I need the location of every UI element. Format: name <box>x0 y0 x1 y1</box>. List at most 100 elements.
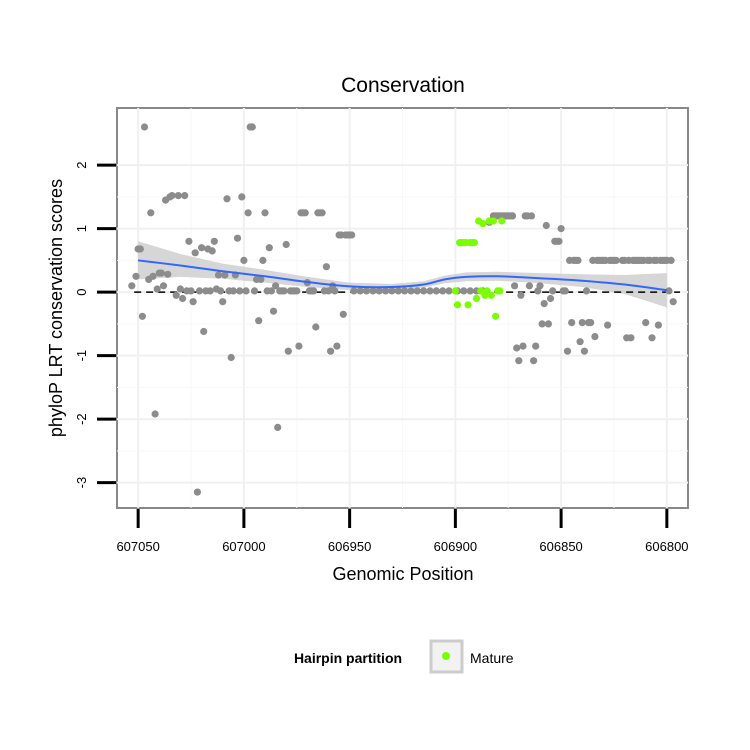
y-tick-label-4: -2 <box>74 413 89 425</box>
hairpin-point-144 <box>532 342 540 350</box>
hairpin-point-30 <box>198 244 206 252</box>
hairpin-point-152 <box>549 287 557 295</box>
hairpin-point-164 <box>574 256 582 264</box>
hairpin-point-50 <box>240 256 248 264</box>
hairpin-point-64 <box>269 307 278 315</box>
hairpin-point-62 <box>265 244 273 252</box>
hairpin-point-167 <box>580 347 589 355</box>
y-axis: 2 1 0 -1 -2 -3 <box>74 162 116 488</box>
hairpin-point-89 <box>322 263 330 271</box>
hairpin-point-70 <box>282 240 290 249</box>
hairpin-point-59 <box>259 256 267 264</box>
hairpin-point-5 <box>140 123 149 131</box>
y-tick-label-1: 1 <box>74 225 89 232</box>
hairpin-point-49 <box>238 193 246 201</box>
hairpin-point-109 <box>394 287 402 295</box>
mature-point-18 <box>489 217 497 225</box>
hairpin-point-159 <box>563 347 572 355</box>
hairpin-point-207 <box>669 298 677 306</box>
hairpin-point-41 <box>221 271 229 279</box>
hairpin-point-102 <box>350 287 358 295</box>
smooth-fit-line <box>137 259 668 292</box>
hairpin-point-114 <box>426 287 434 295</box>
hairpin-point-63 <box>267 287 275 295</box>
hairpin-point-116 <box>439 287 447 295</box>
hairpin-point-158 <box>561 287 569 295</box>
hairpin-point-112 <box>413 287 421 295</box>
hairpin-point-29 <box>195 287 204 295</box>
hairpin-point-69 <box>280 287 288 295</box>
hairpin-point-58 <box>257 275 265 283</box>
hairpin-point-45 <box>229 287 237 295</box>
mature-point-10 <box>472 294 481 303</box>
hairpin-point-187 <box>627 334 635 342</box>
hairpin-point-65 <box>272 282 280 290</box>
hairpin-point-149 <box>542 221 550 230</box>
hairpin-point-57 <box>255 317 263 325</box>
hairpin-point-106 <box>375 287 383 295</box>
hairpin-point-79 <box>301 209 309 217</box>
hairpin-point-21 <box>179 294 187 303</box>
hairpin-point-42 <box>223 195 231 203</box>
hairpin-point-115 <box>432 287 440 295</box>
legend-title: Hairpin partition <box>294 650 402 666</box>
hairpin-point-76 <box>295 342 303 350</box>
hairpin-point-104 <box>362 287 371 295</box>
hairpin-point-47 <box>233 234 242 242</box>
hairpin-point-31 <box>200 327 208 336</box>
x-tick-label-5: 606800 <box>645 539 688 554</box>
hairpin-point-117 <box>445 287 453 295</box>
hairpin-point-52 <box>244 209 252 217</box>
hairpin-point-142 <box>527 212 536 220</box>
hairpin-point-13 <box>159 282 168 290</box>
hairpin-point-27 <box>191 249 199 257</box>
hairpin-point-48 <box>236 287 244 295</box>
hairpin-point-91 <box>327 347 335 355</box>
hairpin-point-200 <box>654 321 663 329</box>
mature-point-12 <box>477 287 485 295</box>
hairpin-point-1 <box>132 272 140 280</box>
hairpin-point-51 <box>242 287 250 295</box>
legend: Hairpin partition Mature <box>294 639 514 674</box>
hairpin-point-103 <box>356 287 364 295</box>
hairpin-point-155 <box>555 237 563 245</box>
hairpin-point-55 <box>250 287 259 295</box>
mature-point-1 <box>453 301 462 309</box>
hairpin-point-35 <box>208 247 216 255</box>
hairpin-point-110 <box>401 287 409 295</box>
x-axis: 607050 607000 606950 606900 606850 606800 <box>116 509 689 554</box>
hairpin-point-83 <box>310 287 318 295</box>
hairpin-point-120 <box>466 287 474 295</box>
chart-title: Conservation <box>341 74 465 97</box>
hairpin-point-138 <box>519 342 527 350</box>
hairpin-point-101 <box>348 231 356 239</box>
grid-lines <box>117 108 688 508</box>
hairpin-point-39 <box>217 287 225 295</box>
legend-marker-mature <box>442 652 450 660</box>
hairpin-point-26 <box>189 298 197 306</box>
legend-label-mature: Mature <box>470 650 514 666</box>
hairpin-point-146 <box>536 282 544 290</box>
hairpin-point-151 <box>546 294 555 303</box>
hairpin-point-107 <box>382 287 390 295</box>
hairpin-point-182 <box>612 256 620 264</box>
hairpin-point-206 <box>667 256 675 264</box>
hairpin-point-18 <box>172 291 180 299</box>
hairpin-point-137 <box>517 291 525 299</box>
y-tick-label-0: 2 <box>74 162 89 169</box>
mature-point-17 <box>487 291 495 299</box>
hairpin-point-168 <box>582 287 591 295</box>
x-axis-title: Genomic Position <box>332 564 473 584</box>
hairpin-point-108 <box>388 287 396 295</box>
hairpin-point-197 <box>648 334 656 342</box>
hairpin-point-90 <box>324 287 333 295</box>
x-tick-label-4: 606850 <box>539 539 582 554</box>
hairpin-point-9 <box>151 410 159 418</box>
hairpin-point-38 <box>214 271 223 279</box>
hairpin-point-205 <box>665 287 673 295</box>
x-tick-label-2: 606950 <box>328 539 371 554</box>
hairpin-point-165 <box>576 338 584 346</box>
hairpin-point-147 <box>538 320 546 328</box>
hairpin-point-54 <box>248 123 256 131</box>
hairpin-point-40 <box>219 298 227 306</box>
